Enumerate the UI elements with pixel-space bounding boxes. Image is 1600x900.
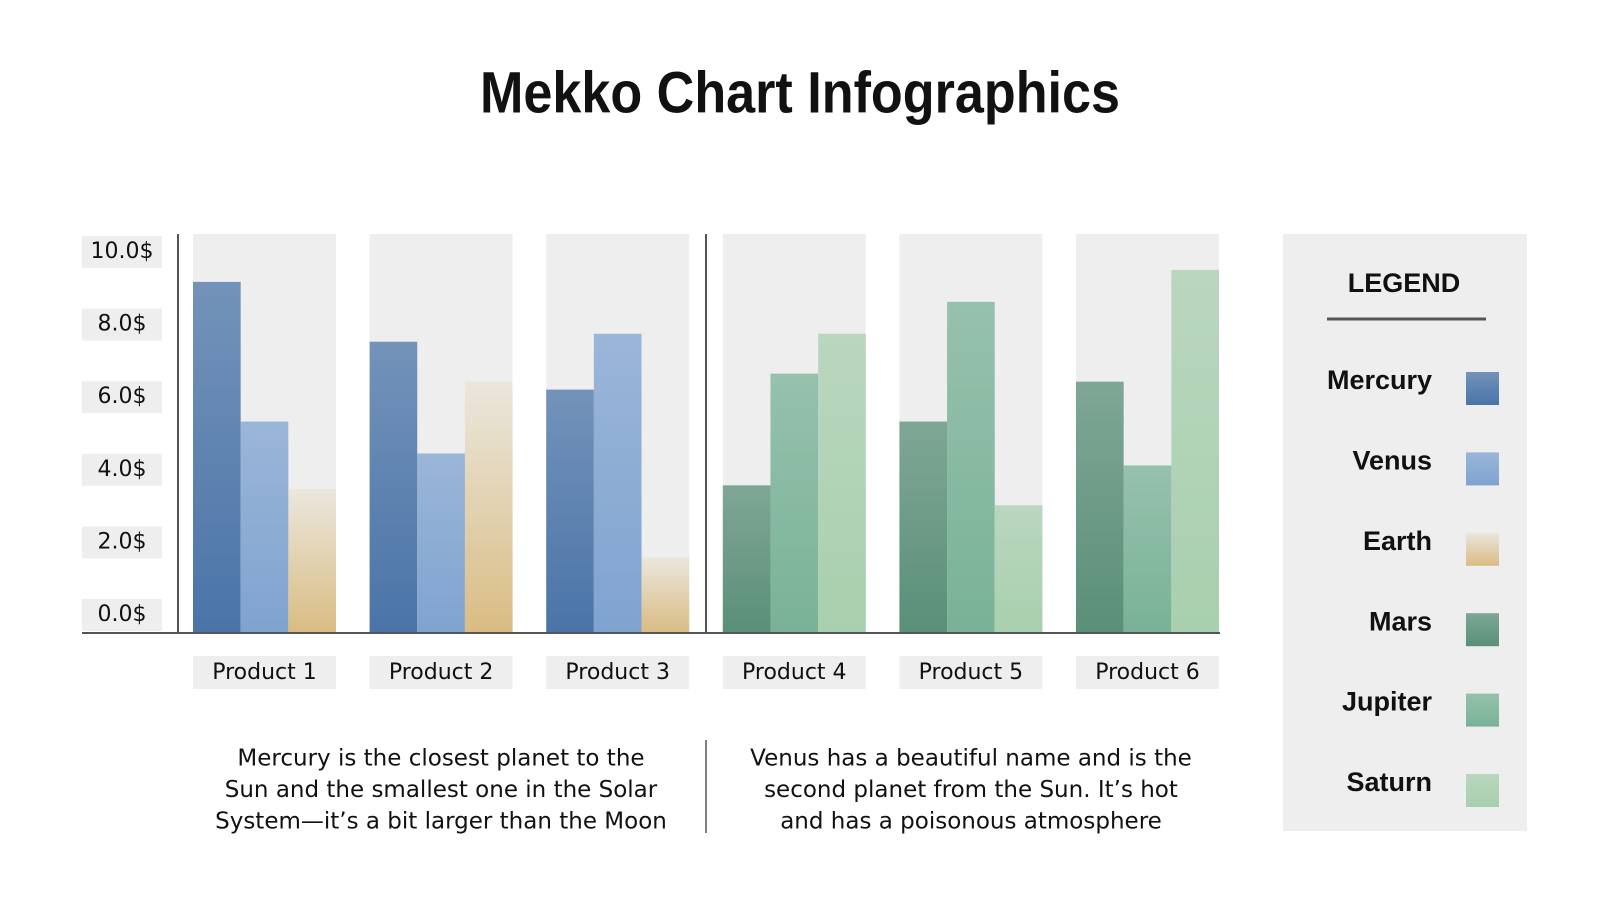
y-tick-label: 2.0$ (98, 529, 147, 554)
legend-swatch (1466, 452, 1499, 486)
legend-swatch (1466, 693, 1499, 727)
x-tick-box (546, 656, 690, 689)
bar (193, 281, 241, 633)
bar (899, 421, 948, 633)
y-tick-box (82, 308, 162, 341)
bar (722, 485, 771, 633)
description-line: Venus has a beautiful name and is the (750, 746, 1192, 772)
x-tick-box (1076, 656, 1219, 689)
y-tick-label: 6.0$ (98, 384, 147, 409)
y-tick-label: 10.0$ (91, 239, 154, 264)
x-tick-box (722, 656, 866, 689)
x-tick-box (369, 656, 513, 689)
description-line: second planet from the Sun. It’s hot (764, 777, 1178, 803)
y-tick-box (82, 526, 162, 559)
bar (770, 373, 819, 633)
bar (546, 389, 594, 633)
bar (288, 489, 336, 633)
legend-label: Venus (1352, 446, 1432, 476)
y-tick-box (82, 236, 162, 268)
x-tick-label: Product 6 (1095, 660, 1200, 685)
description-line: Mercury is the closest planet to the (237, 746, 644, 772)
y-tick-label: 0.0$ (98, 602, 147, 627)
bar (947, 301, 995, 633)
bar (641, 557, 690, 633)
y-tick-box (82, 381, 162, 414)
y-tick-label: 4.0$ (98, 457, 147, 482)
legend-label: Mercury (1327, 365, 1432, 395)
y-tick-label: 8.0$ (98, 312, 147, 337)
x-tick-label: Product 2 (389, 660, 494, 685)
bar (464, 381, 513, 633)
description-line: Sun and the smallest one in the Solar (225, 777, 658, 803)
legend-label: Saturn (1346, 767, 1432, 797)
bar (1123, 465, 1172, 633)
chart-title: Mekko Chart Infographics (480, 60, 1120, 125)
y-tick-box (82, 453, 162, 486)
x-tick-label: Product 1 (212, 660, 317, 685)
legend-swatch (1466, 774, 1499, 807)
x-tick-label: Product 5 (919, 660, 1024, 685)
description-line: and has a poisonous atmosphere (780, 809, 1162, 835)
legend-label: Mars (1369, 606, 1432, 636)
x-tick-label: Product 3 (565, 660, 670, 685)
bar (1076, 381, 1124, 633)
bar (994, 505, 1043, 633)
x-tick-box (193, 656, 336, 689)
bar (1171, 269, 1219, 633)
bar (818, 333, 866, 633)
y-tick-box (82, 599, 162, 631)
legend-swatch (1466, 613, 1499, 647)
legend-label: Earth (1363, 526, 1432, 556)
x-tick-label: Product 4 (742, 660, 847, 685)
legend-swatch (1466, 372, 1499, 405)
bar (240, 421, 289, 633)
bar (369, 341, 418, 633)
bar (417, 453, 465, 633)
bar (593, 333, 642, 633)
description-line: System—it’s a bit larger than the Moon (215, 809, 667, 835)
legend-swatch (1466, 532, 1499, 566)
legend-title: LEGEND (1348, 268, 1461, 298)
legend-box (1283, 234, 1527, 831)
legend-label: Jupiter (1342, 687, 1433, 717)
x-tick-box (899, 656, 1043, 689)
